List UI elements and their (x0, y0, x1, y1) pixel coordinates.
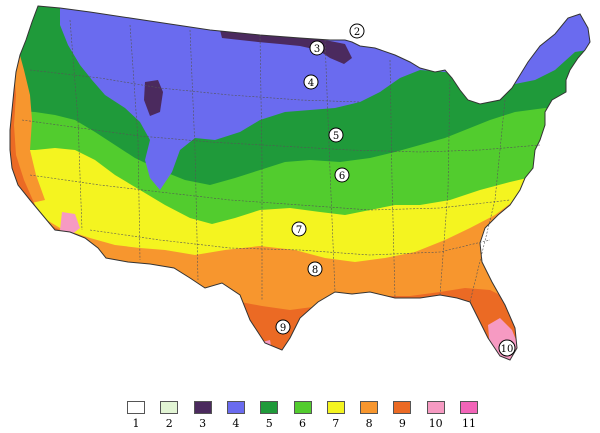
legend-swatch (260, 401, 279, 414)
zone-marker-label: 4 (308, 78, 314, 89)
legend-label: 4 (232, 417, 240, 430)
zone-marker-label: 8 (312, 265, 318, 276)
zone-marker-7: 7 (291, 221, 307, 237)
zone-marker-label: 3 (314, 44, 320, 55)
legend-item-zone-2: 2 (157, 401, 181, 430)
legend-swatch (460, 401, 478, 414)
zone-marker-4: 4 (303, 74, 319, 90)
legend-label: 9 (398, 417, 406, 430)
zone-map: 2 3 4 5 6 7 8 9 10 (9, 5, 591, 361)
legend-swatch (360, 401, 379, 414)
zone-patch-3 (144, 80, 163, 116)
zone-marker-8: 8 (307, 261, 323, 277)
legend-label: 7 (332, 417, 340, 430)
legend-label: 3 (199, 417, 207, 430)
zone-marker-10: 10 (498, 339, 516, 357)
zone-marker-label: 5 (333, 131, 339, 142)
legend-item-zone-9: 9 (390, 401, 414, 430)
zone-marker-2: 2 (349, 23, 365, 39)
zone-marker-label: 6 (339, 171, 345, 182)
legend-label: 10 (428, 417, 443, 430)
zone-marker-3: 3 (309, 40, 325, 56)
legend-item-zone-11: 11 (457, 401, 481, 430)
legend-swatch (393, 401, 412, 414)
legend-item-zone-3: 3 (191, 401, 215, 430)
zone-sd-10 (60, 212, 80, 236)
state-borders (21, 19, 541, 303)
zone-marker-label: 7 (296, 225, 302, 236)
zone-marker-5: 5 (328, 127, 344, 143)
legend-label: 11 (462, 417, 476, 430)
zone-marker-6: 6 (334, 167, 350, 183)
legend-label: 5 (265, 417, 273, 430)
zone-marker-label: 10 (501, 344, 514, 355)
legend-item-zone-7: 7 (324, 401, 348, 430)
legend: 1 2 3 4 5 6 7 8 9 10 11 (124, 401, 480, 431)
zone-marker-9: 9 (275, 319, 291, 335)
zone-band-3 (220, 30, 352, 64)
legend-swatch (226, 401, 245, 414)
legend-label: 1 (132, 417, 140, 430)
legend-swatch (426, 401, 445, 414)
zone-marker-label: 9 (280, 323, 286, 334)
legend-item-zone-10: 10 (424, 401, 448, 430)
legend-swatch (293, 401, 312, 414)
zone-marker-label: 2 (354, 27, 360, 38)
legend-swatch (193, 401, 212, 414)
legend-item-zone-5: 5 (257, 401, 281, 430)
legend-swatch (127, 401, 145, 414)
legend-item-zone-1: 1 (124, 401, 148, 430)
us-outline (9, 5, 591, 361)
legend-label: 6 (299, 417, 306, 430)
legend-swatch (326, 401, 345, 414)
legend-swatch (160, 401, 179, 414)
legend-label: 2 (165, 417, 173, 430)
legend-item-zone-4: 4 (224, 401, 248, 430)
legend-item-zone-6: 6 (291, 401, 315, 430)
legend-item-zone-8: 8 (357, 401, 381, 430)
legend-label: 8 (365, 417, 373, 430)
